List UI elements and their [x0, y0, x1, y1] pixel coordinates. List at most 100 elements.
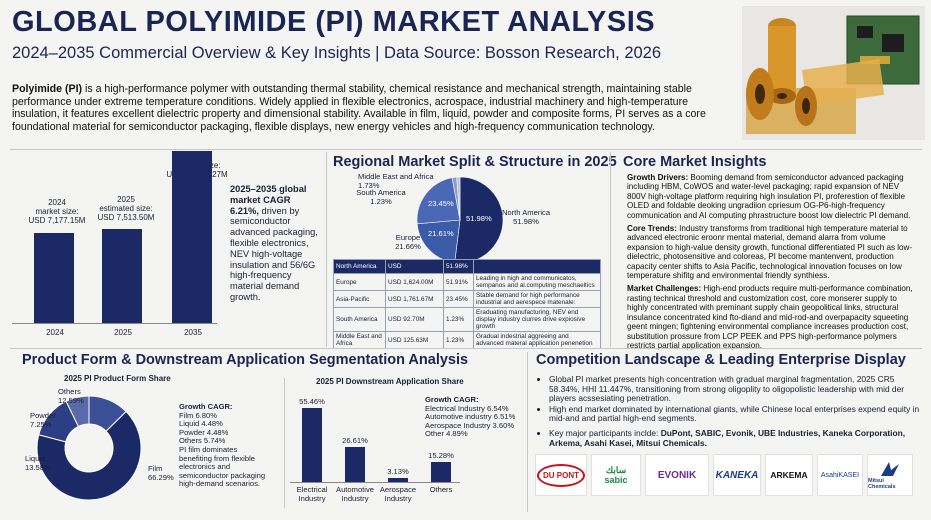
table-cell: Europe	[333, 273, 386, 291]
market-bar-2035	[172, 151, 212, 323]
regional-table: North America USD 51.98% Europe USD 1,624.00…	[333, 259, 601, 349]
insight-challenges-head: Market Challenges:	[627, 284, 702, 294]
application-category-label: Aerospace Industry	[379, 485, 417, 503]
insight-trends: Core Trends: Industry transforms from tr…	[627, 224, 919, 280]
market-bar-2024	[34, 233, 74, 323]
regional-pie-chart	[416, 176, 504, 264]
form-growth-line: PI film dominates benefiting from flexib…	[179, 444, 266, 489]
segmentation-title: Product Form & Downstream Application Se…	[22, 352, 469, 368]
bar-label-2024: 2024 market size: USD 7,177.15M	[28, 198, 86, 225]
slice-label-na: 51.98%	[466, 214, 492, 223]
application-category-label: Electrical Industry	[296, 485, 328, 503]
pie-label-north-america: North America 51.98%	[501, 208, 551, 226]
competition-text: Global PI market presents high concentra…	[537, 374, 922, 449]
cagr-text: driven by semiconductor advanced packagi…	[230, 205, 318, 302]
logo-arkema: ARKEMA	[765, 454, 813, 496]
application-bar	[388, 477, 408, 482]
table-cell: Gradual indestrial aggreeing and advance…	[473, 331, 601, 349]
insight-growth: Growth Drivers: Booming demand from semi…	[627, 173, 919, 220]
insights-title: Core Market Insights	[623, 154, 767, 170]
x-tick-2024: 2024	[46, 328, 64, 337]
application-value-label: 55.46%	[299, 397, 325, 407]
insight-trends-body: Industry transforms from traditional hig…	[627, 224, 913, 281]
slice-label-ap: 23.45%	[428, 199, 454, 208]
table-row: Europe USD 1,624.00M 51.91% Leading in high…	[333, 273, 601, 291]
donut-slice-others	[88, 395, 127, 432]
table-cell: 23.45%	[443, 290, 474, 308]
form-growth-head: Growth CAGR:	[179, 402, 233, 411]
x-axis	[12, 323, 217, 324]
form-growth-line: Others 5.74%	[179, 436, 226, 446]
insight-growth-body: Booming demand from semiconductor advanc…	[627, 173, 911, 220]
page-title: GLOBAL POLYIMIDE (PI) MARKET ANALYSIS	[12, 6, 656, 38]
app-chart-title: 2025 PI Downstream Application Share	[316, 377, 464, 386]
table-cell: 1.23%	[443, 307, 474, 332]
table-cell: USD 1,761.67M	[385, 290, 444, 308]
form-growth-line: Film 6.80%	[179, 410, 217, 420]
competition-bullet: Global PI market presents high concentra…	[549, 374, 922, 404]
table-cell: North America	[333, 259, 386, 274]
table-cell: South America	[333, 307, 386, 332]
application-bar	[345, 446, 365, 482]
pie-label-europe: Europe 21.66%	[395, 233, 421, 251]
cagr-note: 2025–2035 global market CAGR 6.21%, driv…	[230, 184, 318, 303]
divider-vertical-2	[610, 152, 611, 347]
app-growth-line: Electrical Industry 6.54%	[425, 403, 509, 413]
table-cell: 51.98%	[443, 259, 474, 274]
app-growth-line: Other 4.89%	[425, 429, 468, 439]
intro-text: is a high-performance polymer with outst…	[12, 83, 706, 133]
application-value-label: 3.13%	[387, 466, 409, 476]
divider	[10, 149, 922, 150]
competition-participants: Key major participants inclde: DuPont, S…	[549, 427, 922, 448]
app-growth-note: Growth CAGR: Electrical Industry 6.54% A…	[425, 395, 520, 439]
divider-2	[10, 348, 922, 349]
insight-trends-head: Core Trends:	[627, 224, 677, 234]
donut-label-others: Others 12.59%	[58, 387, 84, 405]
table-row: North America USD 51.98%	[333, 259, 601, 274]
table-cell: USD	[385, 259, 444, 274]
divider-vertical	[326, 152, 327, 347]
x-tick-2035: 2035	[184, 328, 202, 337]
participants-list: DuPont, SABIC, Evonik, UBE Industries, K…	[549, 427, 906, 448]
competition-bullet: High end market dominated by internation…	[549, 404, 922, 424]
table-cell: Stable demand for high performance indus…	[473, 290, 601, 308]
donut-label-powder: Powder 7.25%	[30, 411, 56, 429]
application-bar-chart: 55.46% Electrical Industry 26.61% Automotiv…	[290, 390, 470, 510]
application-value-label: 26.61%	[342, 435, 368, 445]
mitsui-mark-icon	[881, 462, 899, 476]
app-growth-line: Aerospace Industry 3.60%	[425, 420, 515, 430]
table-cell: Leading in high and communicatos, sempan…	[473, 273, 601, 291]
table-row: South America USD 92.70M 1.23% Eraduating m…	[333, 307, 601, 332]
table-cell: USD 92.70M	[385, 307, 444, 332]
competition-bullets: Global PI market presents high concentra…	[537, 374, 922, 448]
form-growth-line: Liquid 4.48%	[179, 419, 223, 429]
cagr-bold: 2025–2035 global market CAGR 6.21%,	[230, 184, 307, 216]
app-growth-line: Automotive industry 6.51%	[425, 412, 516, 422]
slice-label-eu: 21.61%	[428, 229, 454, 238]
insights-text: Growth Drivers: Booming demand from semi…	[627, 173, 919, 350]
logo-evonik: EVONIK	[645, 454, 709, 496]
insight-growth-head: Growth Drivers:	[627, 173, 689, 182]
logo-mitsui-text: Mitsui Chemicals	[868, 478, 896, 490]
hero-image	[742, 6, 925, 140]
logo-kaneka: KANEKA	[713, 454, 761, 496]
logo-sabic: سابك sabic	[591, 454, 641, 496]
app-growth-head: Growth CAGR:	[425, 395, 479, 404]
bar-label-2025: 2025 estimated size: USD 7,513.50M	[97, 195, 155, 222]
competition-title: Competition Landscape & Leading Enterpri…	[536, 352, 906, 368]
product-form-donut	[36, 395, 142, 501]
table-row: Asia-Pacific USD 1,761.67M 23.45% Stable de…	[333, 290, 601, 308]
insight-challenges-body: High-end products require multi-performa…	[627, 284, 913, 350]
application-category-label: Others	[429, 485, 453, 494]
application-value-label: 15.28%	[428, 450, 454, 460]
logo-dupont-text: DU PONT	[537, 463, 585, 487]
application-category-label: Automotive Industry	[336, 485, 374, 503]
market-size-section: 2024 market size: USD 7,177.15M 2025 est…	[12, 151, 322, 342]
form-growth-note: Growth CAGR: Film 6.80% Liquid 4.48% Pow…	[179, 402, 271, 489]
regional-title: Regional Market Split & Structure in 202…	[333, 154, 617, 170]
table-cell	[473, 259, 601, 274]
intro-paragraph: Polyimide (PI) is a high-performance pol…	[12, 83, 730, 133]
pi-film-rolls-illustration	[746, 15, 920, 134]
table-cell: USD 125.63M	[385, 331, 444, 349]
logo-asahi-kasei: AsahiKASEI	[817, 454, 863, 496]
